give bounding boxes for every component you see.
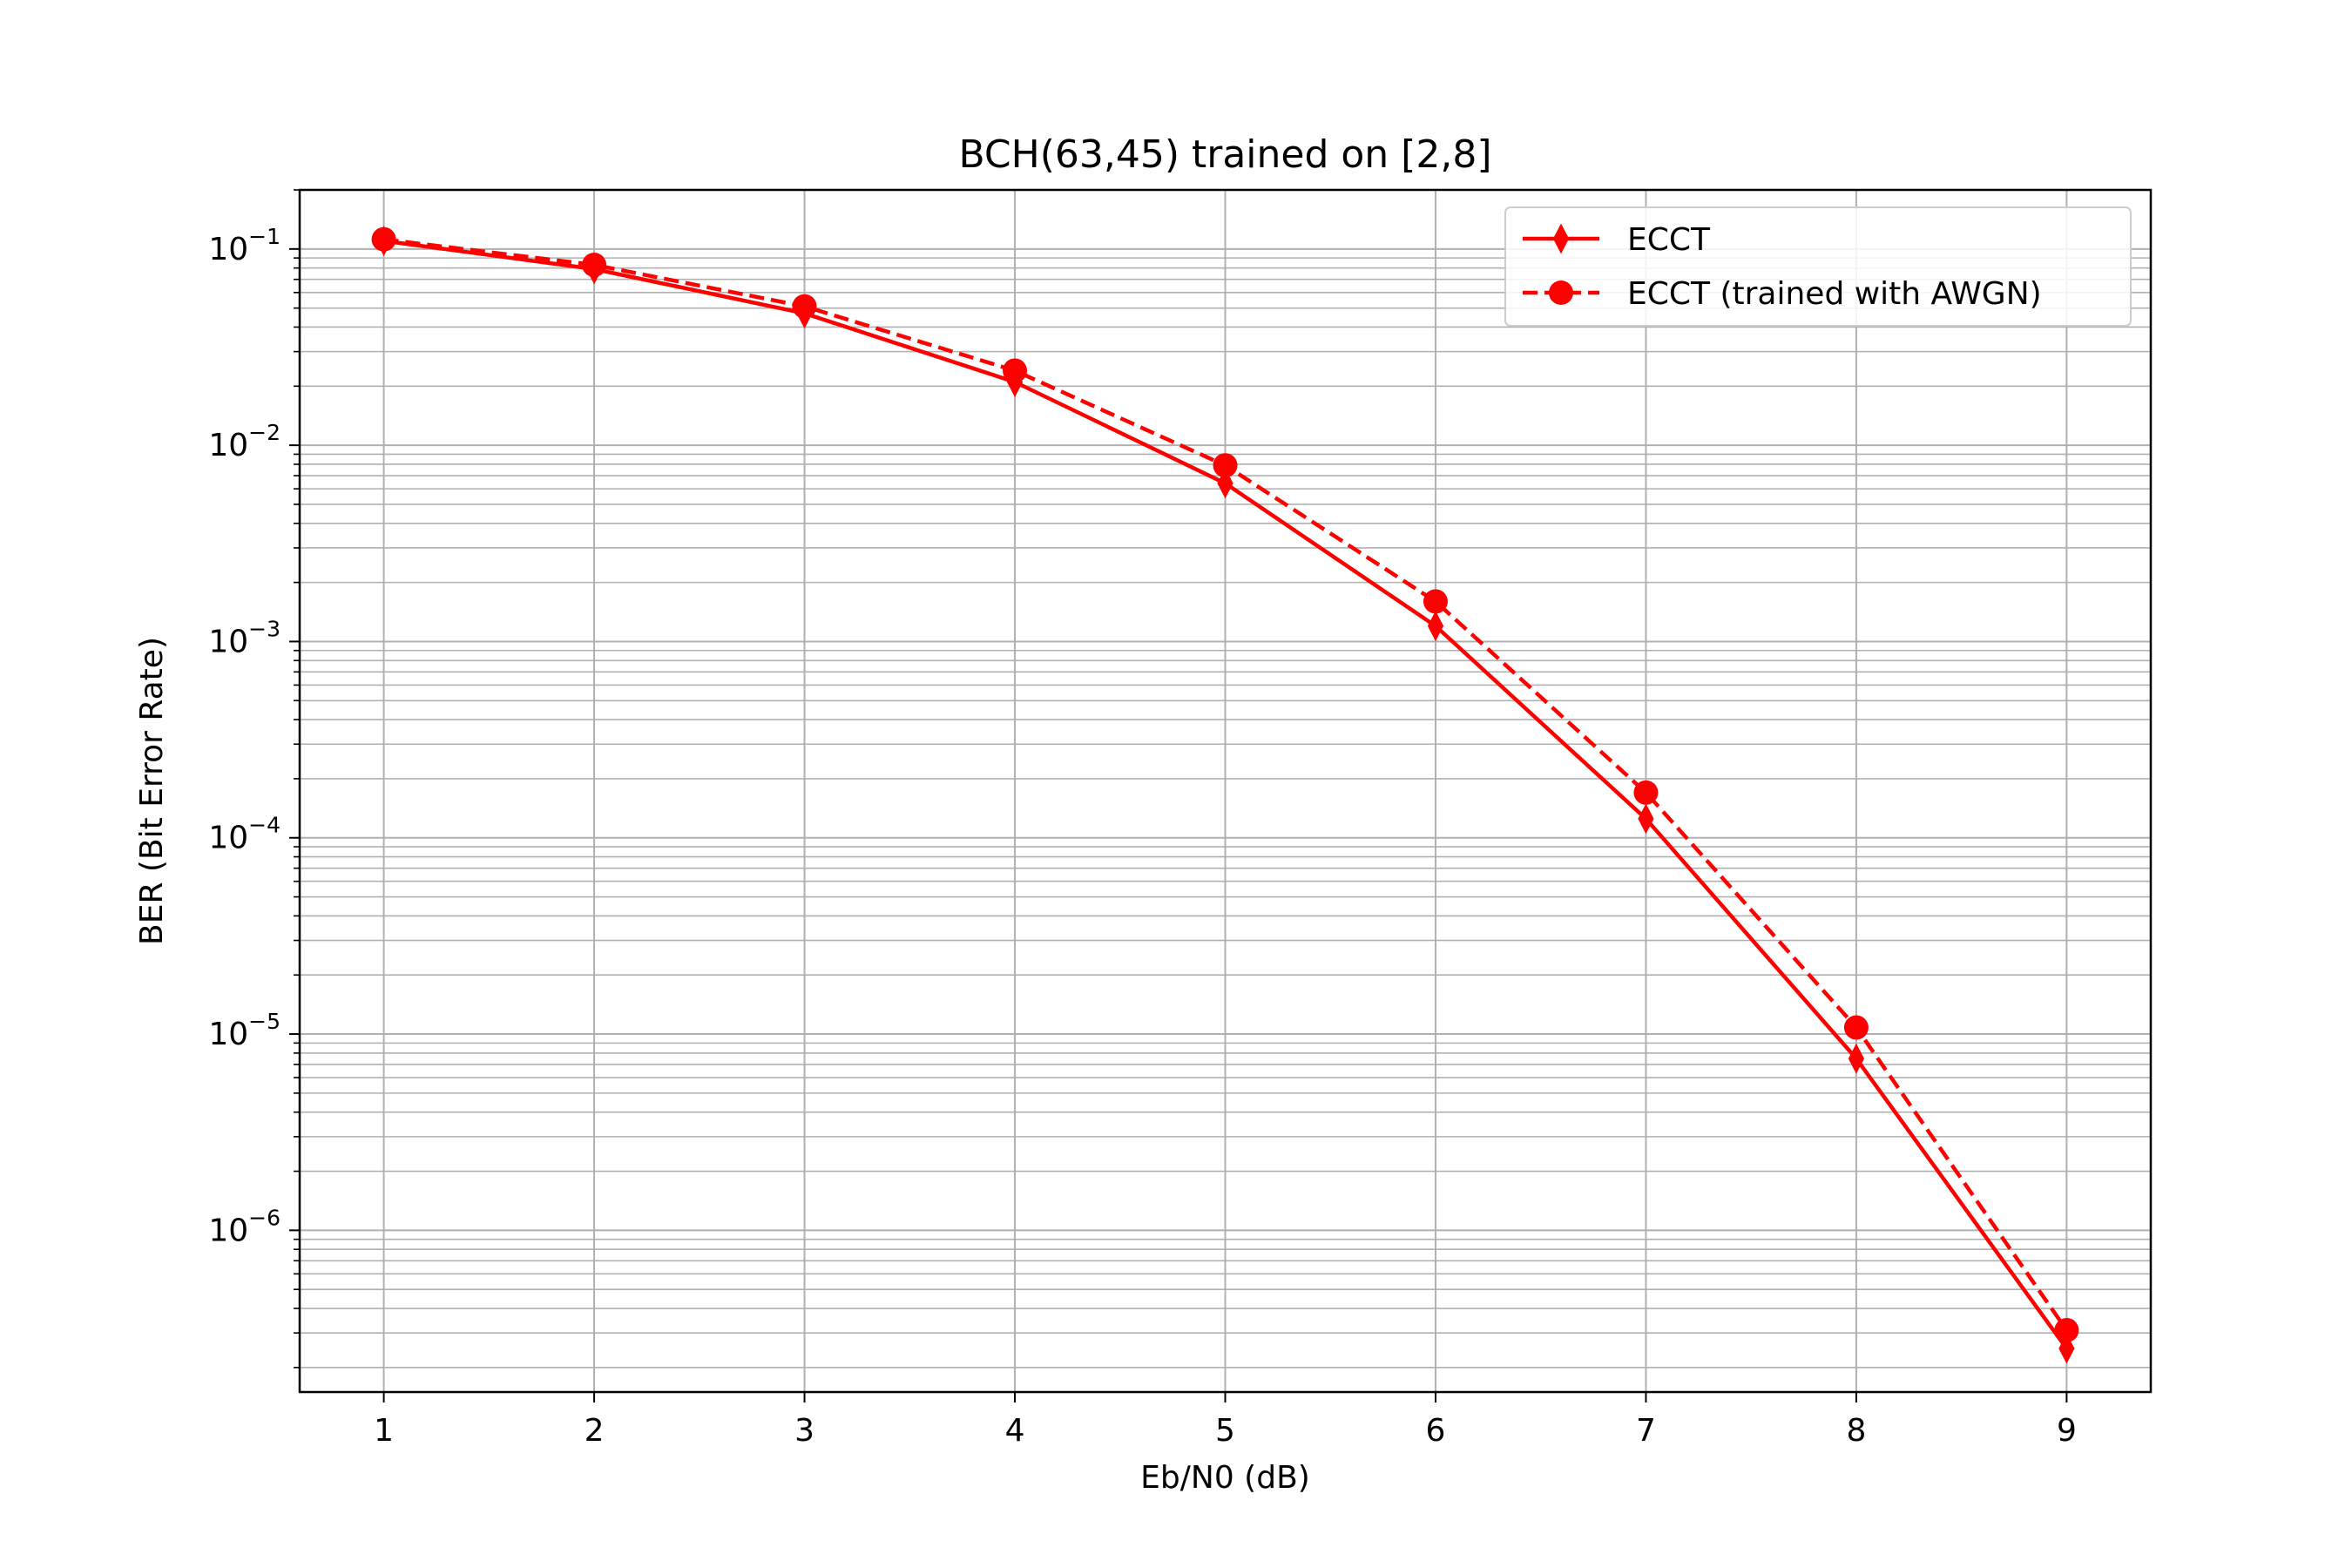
data-point-circle — [1213, 453, 1238, 478]
y-tick-label: 10−4 — [208, 813, 280, 856]
x-tick-label: 5 — [1215, 1413, 1235, 1449]
x-tick-label: 2 — [585, 1413, 605, 1449]
data-point-diamond — [1427, 611, 1444, 642]
y-axis-ticks: 10−110−210−310−410−510−6 — [208, 189, 300, 1369]
y-tick-base: 10 — [208, 428, 248, 463]
legend-label: ECCT (trained with AWGN) — [1627, 276, 2042, 312]
x-tick-label: 4 — [1005, 1413, 1025, 1449]
legend-entry: ECCT — [1523, 222, 1711, 258]
x-tick-label: 1 — [374, 1413, 394, 1449]
data-point-diamond — [1638, 803, 1654, 835]
series-2 — [371, 226, 2079, 1342]
y-tick-label: 10−6 — [208, 1205, 280, 1248]
data-point-circle — [2054, 1317, 2079, 1342]
legend: ECCT ECCT (trained with AWGN) — [1504, 206, 2132, 327]
y-tick-label: 10−1 — [208, 224, 280, 267]
data-point-circle — [792, 294, 817, 319]
y-tick-label: 10−2 — [208, 420, 280, 463]
y-tick-exponent: −5 — [248, 1009, 280, 1034]
x-axis-ticks: 1 2 3 4 5 6 7 8 9 — [374, 1392, 2077, 1449]
y-tick-base: 10 — [208, 821, 248, 856]
data-point-circle — [1003, 358, 1028, 383]
y-tick-label: 10−5 — [208, 1009, 280, 1052]
x-tick-label: 7 — [1636, 1413, 1656, 1449]
y-tick-base: 10 — [208, 1213, 248, 1248]
data-point-circle — [1633, 780, 1659, 805]
legend-label: ECCT — [1627, 222, 1711, 258]
data-point-circle — [582, 253, 607, 278]
x-tick-label: 9 — [2057, 1413, 2077, 1449]
x-tick-label: 3 — [794, 1413, 814, 1449]
data-point-circle — [371, 226, 396, 252]
y-tick-exponent: −4 — [248, 813, 280, 838]
data-point-diamond — [1848, 1043, 1865, 1074]
legend-box — [1504, 206, 2132, 327]
y-tick-exponent: −2 — [248, 420, 280, 445]
data-point-circle — [1423, 589, 1448, 614]
x-axis-label: Eb/N0 (dB) — [1140, 1460, 1310, 1496]
y-tick-exponent: −6 — [248, 1205, 280, 1230]
x-tick-label: 8 — [1846, 1413, 1866, 1449]
y-tick-label: 10−3 — [208, 616, 280, 659]
data-point-diamond — [1552, 223, 1570, 254]
y-tick-base: 10 — [208, 232, 248, 267]
chart-title: BCH(63,45) trained on [2,8] — [958, 132, 1491, 177]
data-point-diamond — [1217, 468, 1233, 499]
data-point-circle — [1549, 280, 1573, 305]
y-tick-base: 10 — [208, 624, 248, 659]
series-lines — [371, 225, 2079, 1364]
y-axis-label: BER (Bit Error Rate) — [134, 637, 170, 945]
grid-lines — [300, 189, 2151, 1392]
y-tick-exponent: −3 — [248, 616, 280, 641]
legend-entry: ECCT (trained with AWGN) — [1523, 276, 2042, 312]
data-point-circle — [1843, 1015, 1869, 1040]
x-tick-label: 6 — [1426, 1413, 1446, 1449]
y-tick-exponent: −1 — [248, 224, 280, 249]
y-tick-base: 10 — [208, 1017, 248, 1052]
